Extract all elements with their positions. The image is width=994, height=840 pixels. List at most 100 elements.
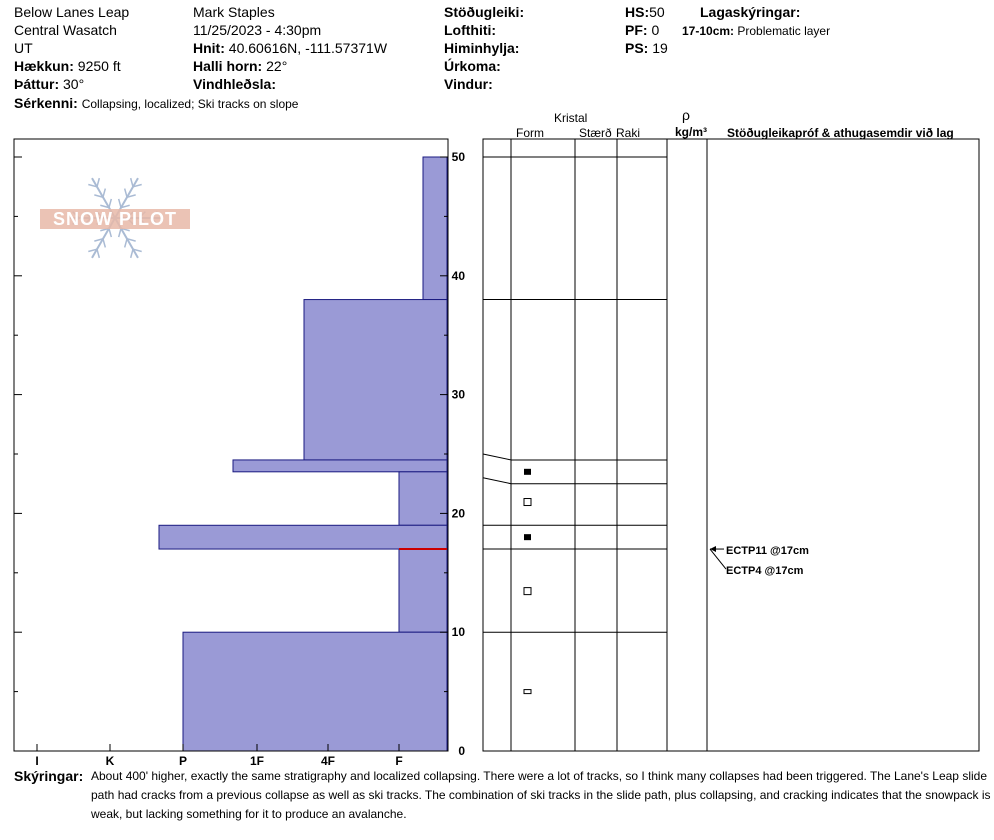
pf: PF: 0 (625, 22, 659, 38)
coordinates: Hnit: 40.60616N, -111.57371W (193, 40, 387, 56)
hardness-tick-label: K (106, 754, 115, 765)
hardness-bar (398, 548, 448, 633)
pf-value: 0 (651, 22, 660, 38)
size-header: Stærð (579, 126, 612, 140)
hardness-bar (158, 524, 448, 550)
crystal-table (482, 138, 980, 752)
datetime: 11/25/2023 - 4:30pm (193, 22, 322, 38)
depth-tick-label: 0 (458, 744, 465, 758)
snowflake-branch (123, 238, 128, 248)
layer-note-range: 17-10cm: (682, 24, 735, 38)
ps-label: PS: (625, 40, 649, 56)
hardness-bar (398, 471, 448, 526)
layer-note: 17-10cm: Problematic layer (682, 23, 830, 39)
layer-note-text: Problematic layer (737, 24, 831, 38)
snowpilot-logo: SNOW PILOT (40, 177, 190, 259)
profile-frame (13, 138, 449, 752)
crystal-marker (523, 587, 532, 596)
hs-label: HS: (625, 4, 650, 20)
logo-text: SNOW PILOT (53, 209, 177, 229)
test-arrowhead (710, 546, 716, 553)
slope-angle: Halli horn: 22° (193, 58, 287, 74)
moisture-header: Raki (616, 126, 641, 140)
hardness-tick-label: 4F (321, 754, 335, 765)
wind-loading-label: Vindhleðsla: (193, 76, 276, 92)
snowflake-branch (88, 183, 98, 188)
crystal-header: Kristal (554, 111, 588, 125)
density-header: kg/m³ (675, 125, 708, 139)
hardness-profile (158, 156, 448, 752)
wind-label: Vindur: (444, 76, 493, 92)
tests-header: Stöðugleikapróf & athugasemdir við lag (727, 126, 954, 140)
snowflake-branch (102, 188, 107, 198)
snowflake-branch (108, 198, 113, 208)
snowflake-branch (129, 248, 134, 259)
snowflake-branch (120, 204, 130, 209)
hardness-tick-label: 1F (250, 754, 264, 765)
hs-value: 50 (649, 4, 665, 20)
slope-value: 22° (266, 58, 288, 74)
form-header: Form (516, 126, 544, 140)
coords-value: 40.60616N, -111.57371W (228, 40, 388, 56)
rho-header: ρ (682, 107, 690, 123)
pf-label: PF: (625, 22, 648, 38)
features: Sérkenni: Collapsing, localized; Ski tra… (14, 95, 298, 112)
depth-tick-label: 10 (452, 625, 466, 639)
snowflake-branch (88, 248, 98, 253)
air-temp-label: Lofthiti: (444, 22, 497, 38)
hardness-tick-label: I (35, 754, 38, 765)
ps-value: 19 (652, 40, 668, 56)
crystal-marker (523, 498, 532, 507)
snowflake-branch (100, 204, 110, 209)
depth-tick-label: 30 (452, 388, 466, 402)
observer: Mark Staples (193, 4, 275, 20)
depth-tick-label: 50 (452, 150, 466, 164)
snowflake-branch (96, 177, 101, 188)
elevation: Hækkun: 9250 ft (14, 58, 121, 74)
elevation-value: 9250 ft (77, 58, 121, 74)
test-label-1: ECTP11 @17cm (726, 545, 809, 557)
range-name: Central Wasatch (14, 22, 117, 38)
slope-label: Halli horn: (193, 58, 263, 74)
table-frame (482, 138, 980, 752)
depth-tick-label: 40 (452, 269, 466, 283)
snowflake-branch (108, 228, 113, 238)
crystal-marker (524, 468, 531, 475)
hs: HS:50 (625, 4, 665, 20)
features-label: Sérkenni: (14, 95, 78, 111)
table-boundary-connector (482, 453, 512, 461)
snowflake-branch (132, 183, 142, 188)
state-name: UT (14, 40, 33, 56)
stability-label: Stöðugleiki: (444, 4, 525, 20)
aspect-label: Þáttur: (14, 76, 60, 92)
snowflake-branch (126, 194, 136, 198)
snowflake-branch (126, 238, 136, 242)
snowflake-branch (132, 248, 142, 253)
location-name: Below Lanes Leap (14, 4, 130, 20)
hardness-bar (303, 299, 448, 461)
sky-label: Himinhylja: (444, 40, 520, 56)
precip-label: Úrkoma: (444, 58, 501, 74)
depth-tick-label: 20 (452, 506, 466, 520)
depth-axis: 0 10 20 30 40 50 (14, 150, 465, 758)
comments-section: Skýringar: About 400' higher, exactly th… (14, 767, 994, 821)
crystal-marker (524, 534, 531, 541)
test-arrow (709, 548, 727, 570)
snowflake-branch (123, 188, 128, 198)
features-value: Collapsing, localized; Ski tracks on slo… (81, 97, 299, 111)
hardness-bar (422, 156, 448, 301)
crystal-marker (523, 689, 532, 695)
hardness-tick-label: P (179, 754, 187, 765)
comments-label: Skýringar: (14, 768, 84, 784)
snow-profile-chart: SNOW PILOT I K P 1F 4F F 0 10 20 30 40 50 (13, 138, 980, 765)
ps: PS: 19 (625, 40, 668, 56)
layer-notes-label: Lagaskýringar: (700, 4, 801, 20)
aspect: Þáttur: 30° (14, 76, 84, 92)
hardness-tick-label: F (395, 754, 402, 765)
snowflake-branch (94, 238, 104, 242)
hardness-bar (182, 631, 448, 752)
elevation-label: Hækkun: (14, 58, 74, 74)
coords-label: Hnit: (193, 40, 225, 56)
hardness-bar (232, 459, 448, 473)
comments-text: About 400' higher, exactly the same stra… (91, 769, 991, 821)
